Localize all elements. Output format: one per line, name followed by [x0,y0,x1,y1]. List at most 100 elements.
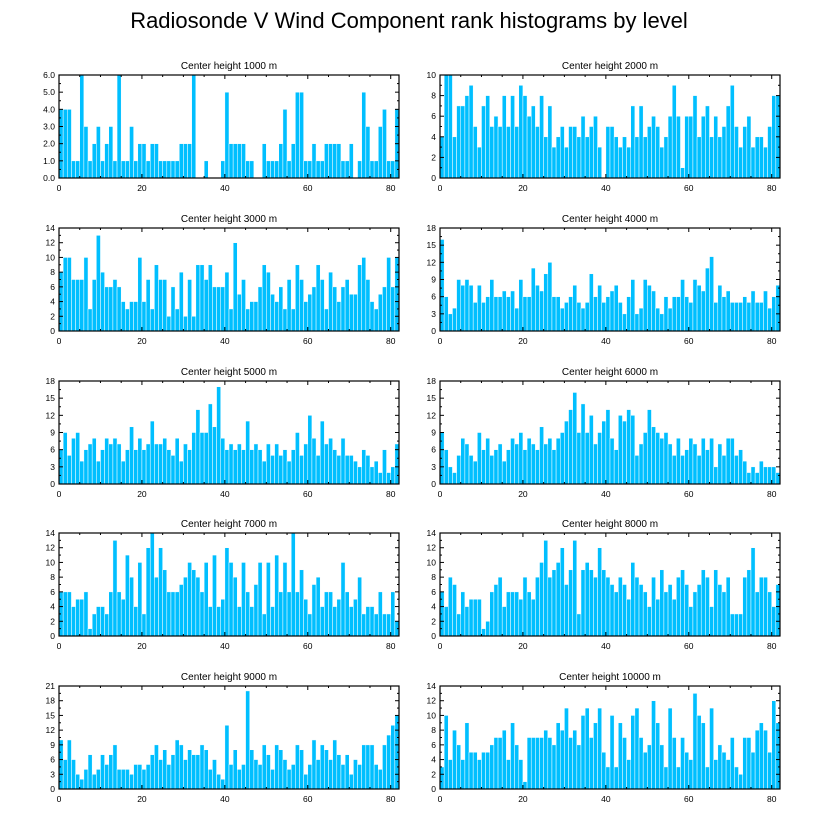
histogram-bar [154,143,159,179]
histogram-bar [224,724,230,790]
histogram-bar [439,239,445,332]
histogram-bar [696,136,702,179]
y-tick-label: 3.0 [43,122,55,132]
histogram-bar [638,584,644,637]
histogram-bar [568,737,573,790]
histogram-bar [489,455,495,485]
histogram-bar [237,443,242,485]
histogram-bar [137,437,143,485]
histogram-bar [62,432,68,485]
histogram-bar [626,296,631,332]
histogram-bar [638,307,644,332]
x-tick-label: 60 [303,641,313,651]
y-tick-label: 9 [50,428,55,438]
y-tick-label: 0 [50,631,55,641]
histogram-bar [266,271,271,332]
histogram-bar [485,296,491,332]
histogram-bar [261,143,267,179]
histogram-bar [266,443,271,485]
histogram-bar [390,160,396,179]
histogram-bar [468,751,474,790]
histogram-bar [522,781,528,790]
y-tick-label: 10 [46,557,56,567]
histogram-bar [129,426,134,485]
x-tick-label: 80 [386,489,396,499]
x-tick-label: 0 [438,489,443,499]
histogram-bar [460,284,466,332]
histogram-bar [584,302,590,332]
histogram-bar [655,307,661,332]
histogram-bar [547,437,553,485]
histogram-bar [249,449,255,485]
histogram-bar [717,584,723,637]
histogram-bar [67,109,72,179]
histogram-bar [83,449,89,485]
histogram-bar [609,437,615,485]
histogram-bar [129,576,134,637]
histogram-bar [518,85,524,179]
x-tick-label: 0 [438,336,443,346]
histogram-bar [622,420,627,485]
histogram-bar [547,576,553,637]
histogram-bar [684,449,690,485]
histogram-bar [717,136,723,179]
histogram-bar [112,437,118,485]
histogram-bar [241,279,246,332]
histogram-bar [746,302,752,332]
histogram-bar [622,584,627,637]
x-tick-label: 0 [438,183,443,193]
histogram-bar [688,759,694,790]
histogram-bar [178,460,184,485]
histogram-bar [386,734,391,790]
y-tick-label: 10 [427,710,437,720]
histogram-bar [390,591,396,637]
y-tick-label: 12 [427,410,437,420]
histogram-bar [477,432,482,485]
histogram-bar [216,386,221,485]
histogram-bar [266,562,271,637]
histogram-bar [659,146,665,179]
histogram-bar [589,415,594,485]
histogram-bar [220,286,226,332]
histogram-bar [663,296,669,332]
histogram-bar [120,598,126,637]
histogram-bar [634,576,640,637]
histogram-bar [605,409,611,485]
histogram-bar [79,279,85,332]
histogram-bar [71,606,76,637]
histogram-bar [555,562,561,637]
histogram-bar [593,115,598,179]
histogram-bar [618,415,623,485]
histogram-bar [729,613,735,637]
histogram-bar [249,606,255,637]
histogram-bar [642,279,648,332]
histogram-bar [754,136,760,179]
histogram-bar [443,606,449,637]
histogram-bar [290,532,296,637]
histogram-bar [278,143,284,179]
histogram-bar [137,764,143,790]
histogram-bar [696,584,702,637]
histogram-bar [174,160,180,179]
histogram-bar [746,472,752,485]
histogram-bar [667,584,673,637]
y-tick-label: 3 [50,462,55,472]
histogram-bar [191,432,197,485]
histogram-bar [443,74,449,179]
x-tick-label: 40 [601,183,611,193]
y-tick-label: 12 [46,410,56,420]
histogram-bar [551,296,557,332]
histogram-bar [696,715,702,790]
histogram-bar [141,613,147,637]
histogram-bar [228,143,234,179]
histogram-bar [319,744,325,790]
histogram-bar [734,766,739,790]
histogram-bar [311,584,317,637]
histogram-bar [709,437,714,485]
histogram-bar [684,584,690,637]
histogram-bar [125,769,130,790]
histogram-bar [249,160,255,179]
histogram-bar [634,313,640,332]
x-tick-label: 60 [303,489,313,499]
histogram-bar [763,576,768,637]
